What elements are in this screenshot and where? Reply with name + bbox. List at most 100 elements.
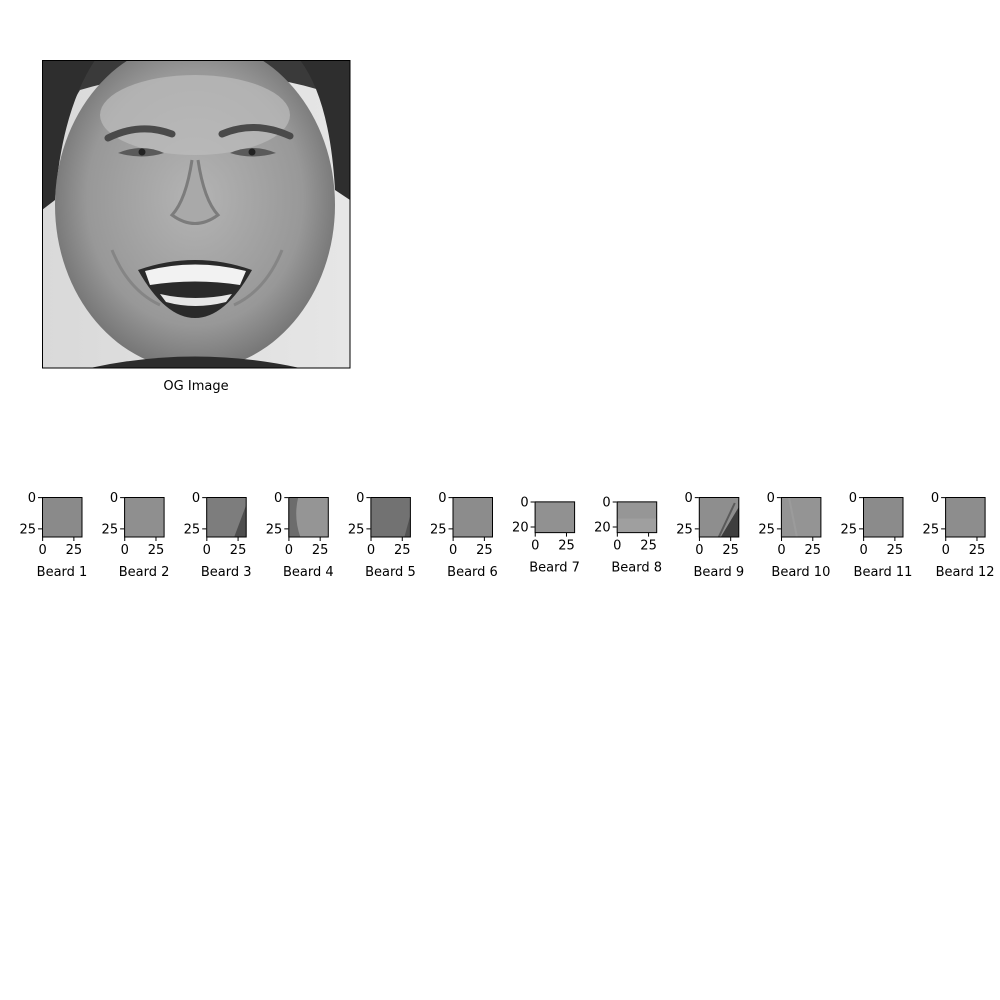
beard-9-xtick-label-1: 25 (722, 543, 739, 558)
beard-image-fill-2 (124, 497, 165, 537)
beard-frame-10 (780, 497, 822, 538)
beard-11-xtick-label-0: 0 (859, 543, 867, 558)
beard-3-xtick-label-0: 0 (203, 543, 211, 558)
beard-11-label: Beard 11 (854, 565, 913, 580)
og-image-label: OG Image (163, 379, 228, 394)
beard-12-label: Beard 12 (936, 565, 995, 580)
beard-3-label: Beard 3 (201, 565, 252, 580)
beard-6-label: Beard 6 (447, 565, 498, 580)
beard-2-ytick-label-0: 0 (110, 491, 118, 506)
beard-3-ytick-label-0: 0 (192, 491, 200, 506)
beard-image-fill-11 (863, 497, 903, 537)
beard-6-xtick-label-0: 0 (449, 543, 457, 558)
beard-7-xtick-label-0: 0 (531, 539, 539, 554)
beard-image-fill-1 (42, 497, 82, 537)
beard-1-ytick-label-1: 25 (19, 522, 36, 537)
beard-light-8 (616, 518, 657, 533)
beard-9-xtick-label-0: 0 (695, 543, 703, 558)
beard-frame-2 (124, 497, 165, 538)
beard-image-11 (863, 497, 903, 537)
beard-6-ytick-label-1: 25 (430, 522, 447, 537)
beard-image-2 (124, 497, 165, 537)
beard-4-xtick-label-1: 25 (312, 543, 329, 558)
beard-edge-4 (288, 497, 301, 537)
beard-9-ytick-label-1: 25 (676, 522, 693, 537)
beard-3-ytick-label-1: 25 (184, 522, 201, 537)
beard-5-xtick-label-1: 25 (394, 543, 411, 558)
beard-5-xtick-label-0: 0 (367, 543, 375, 558)
beard-frame-5 (370, 497, 411, 538)
beard-2-label: Beard 2 (119, 565, 170, 580)
beard-9-label: Beard 9 (693, 565, 744, 580)
beard-2-xtick-label-0: 0 (121, 543, 129, 558)
beard-frame-11 (863, 497, 904, 538)
beard-10-xtick-label-1: 25 (805, 543, 822, 558)
beard-line-10 (787, 497, 798, 537)
beard-10-xtick-label-0: 0 (777, 543, 785, 558)
beard-image-fill-6 (452, 497, 493, 537)
beard-8-xtick-label-0: 0 (613, 539, 621, 554)
beard-8-label: Beard 8 (611, 561, 662, 576)
beard-11-xtick-label-1: 25 (887, 543, 904, 558)
beard-shadow-5 (404, 515, 411, 537)
beard-image-fill-10 (780, 497, 821, 537)
beard-image-10 (780, 497, 821, 537)
beard-2-xtick-label-1: 25 (148, 543, 165, 558)
beard-7-xtick-label-1: 25 (558, 539, 575, 554)
beard-image-3 (206, 497, 247, 537)
beard-7-label: Beard 7 (529, 561, 580, 576)
beard-image-5 (370, 497, 411, 537)
beard-frame-8 (616, 501, 658, 534)
beard-8-ytick-label-0: 0 (602, 496, 610, 511)
face-portrait (42, 60, 350, 368)
beard-4-ytick-label-1: 25 (266, 522, 283, 537)
beard-6-xtick-label-1: 25 (476, 543, 493, 558)
beard-frame-4 (288, 497, 329, 538)
beard-frame-6 (452, 497, 493, 538)
beard-5-ytick-label-0: 0 (356, 491, 364, 506)
beard-image-fill-7 (534, 501, 575, 533)
og-image-frame (42, 60, 351, 369)
beard-shadow-3 (234, 505, 247, 537)
beard-10-label: Beard 10 (771, 565, 830, 580)
beard-frame-12 (945, 497, 986, 538)
beard-shadow-9 (720, 507, 739, 537)
beard-12-ytick-label-1: 25 (923, 522, 940, 537)
beard-3-xtick-label-1: 25 (230, 543, 247, 558)
beard-8-xtick-label-1: 25 (640, 539, 657, 554)
beard-image-12 (945, 497, 986, 537)
beard-6-ytick-label-0: 0 (438, 491, 446, 506)
beard-image-6 (452, 497, 493, 537)
beard-10-ytick-label-0: 0 (767, 491, 775, 506)
beard-frame-9 (698, 497, 740, 538)
beard-5-ytick-label-1: 25 (348, 522, 365, 537)
beard-1-ytick-label-0: 0 (28, 491, 36, 506)
beard-9-ytick-label-0: 0 (685, 491, 693, 506)
og-image-panel: OG Image (42, 60, 351, 394)
beard-line-9 (717, 502, 736, 537)
beard-8-ytick-label-1: 20 (594, 521, 611, 536)
beard-image-8 (616, 501, 657, 533)
beard-image-fill-12 (945, 497, 986, 537)
beard-7-ytick-label-1: 20 (512, 521, 529, 536)
beard-12-xtick-label-0: 0 (942, 543, 950, 558)
beard-4-label: Beard 4 (283, 565, 334, 580)
beard-1-label: Beard 1 (37, 565, 88, 580)
beard-image-9 (698, 497, 739, 537)
beard-frame-7 (534, 501, 576, 534)
beard-frame-1 (42, 497, 83, 538)
beard-4-ytick-label-0: 0 (274, 491, 282, 506)
